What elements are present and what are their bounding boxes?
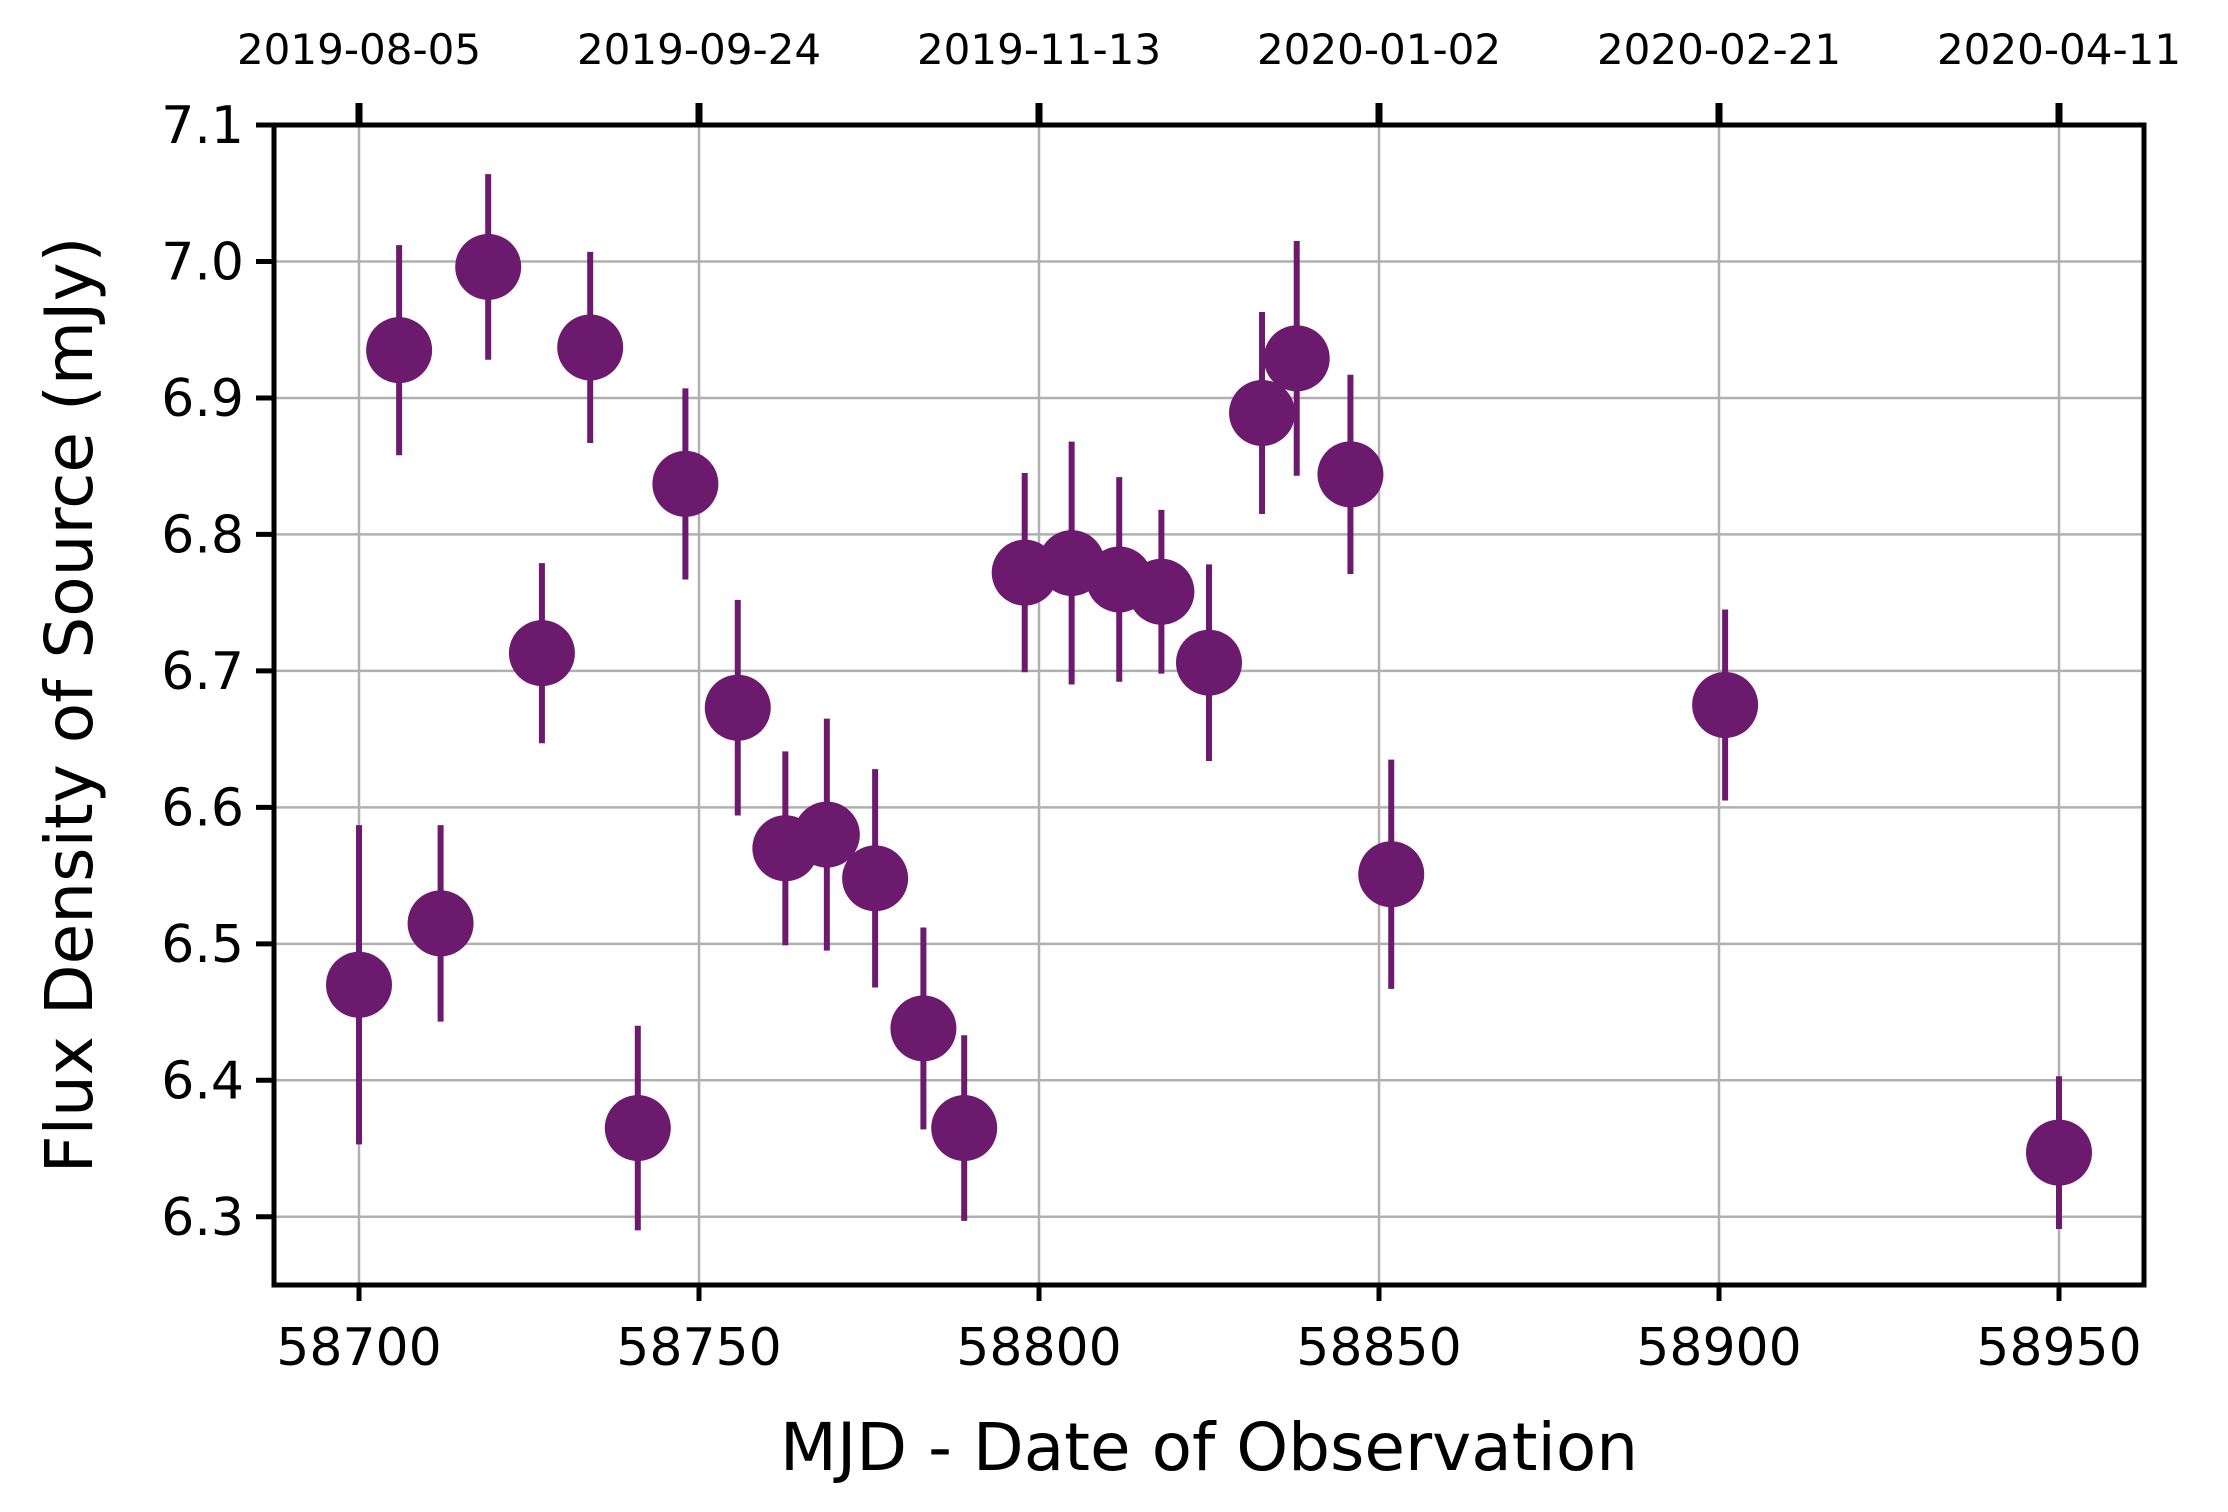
y-tick-label: 7.1 <box>161 96 244 156</box>
data-point <box>890 995 957 1062</box>
x-axis-label: MJD - Date of Observation <box>780 1409 1638 1486</box>
x-tick-label: 58950 <box>1976 1318 2141 1378</box>
data-point <box>1692 672 1759 738</box>
y-tick-label: 6.7 <box>161 642 244 702</box>
top-tick-label: 2020-01-02 <box>1257 25 1501 74</box>
x-tick-label: 58800 <box>956 1318 1121 1378</box>
data-point <box>557 314 624 381</box>
x-tick-label: 58850 <box>1296 1318 1461 1378</box>
data-point <box>1263 325 1330 392</box>
data-point <box>326 951 392 1018</box>
data-point <box>366 317 433 384</box>
data-point <box>1358 841 1425 908</box>
data-point <box>407 890 474 957</box>
data-point <box>508 620 575 687</box>
data-point <box>652 450 719 517</box>
y-axis-label: Flux Density of Source (mJy) <box>31 237 108 1174</box>
data-point <box>704 674 771 741</box>
top-tick-label: 2019-09-24 <box>577 25 821 74</box>
data-point <box>604 1095 671 1162</box>
y-tick-label: 7.0 <box>161 232 244 292</box>
top-tick-label: 2020-04-11 <box>1937 25 2181 74</box>
data-point <box>931 1095 998 1162</box>
top-tick-label: 2020-02-21 <box>1597 25 1841 74</box>
data-point <box>793 801 860 868</box>
data-points <box>326 174 2092 1231</box>
y-tick-label: 6.8 <box>161 505 244 565</box>
data-point <box>1176 629 1242 696</box>
data-point <box>1229 379 1296 446</box>
data-point <box>842 845 909 912</box>
data-point <box>1128 558 1195 625</box>
y-tick-label: 6.5 <box>161 915 244 975</box>
top-tick-label: 2019-08-05 <box>237 25 481 74</box>
x-tick-label: 58750 <box>616 1318 781 1378</box>
x-tick-label: 58700 <box>276 1318 441 1378</box>
y-tick-label: 6.4 <box>161 1051 244 1111</box>
data-point <box>2026 1119 2092 1186</box>
y-tick-label: 6.3 <box>161 1188 244 1248</box>
y-tick-label: 6.9 <box>161 369 244 429</box>
plot-frame <box>271 122 2147 1288</box>
grid <box>274 123 2144 1285</box>
y-tick-label: 6.6 <box>161 778 244 838</box>
top-tick-label: 2019-11-13 <box>917 25 1161 74</box>
data-point <box>455 233 522 300</box>
x-tick-label: 58900 <box>1636 1318 1801 1378</box>
axis-ticks: 58700 58750 58800 58850 58900 58950 2019-08-05… <box>161 25 2181 1378</box>
data-point <box>1317 441 1384 508</box>
